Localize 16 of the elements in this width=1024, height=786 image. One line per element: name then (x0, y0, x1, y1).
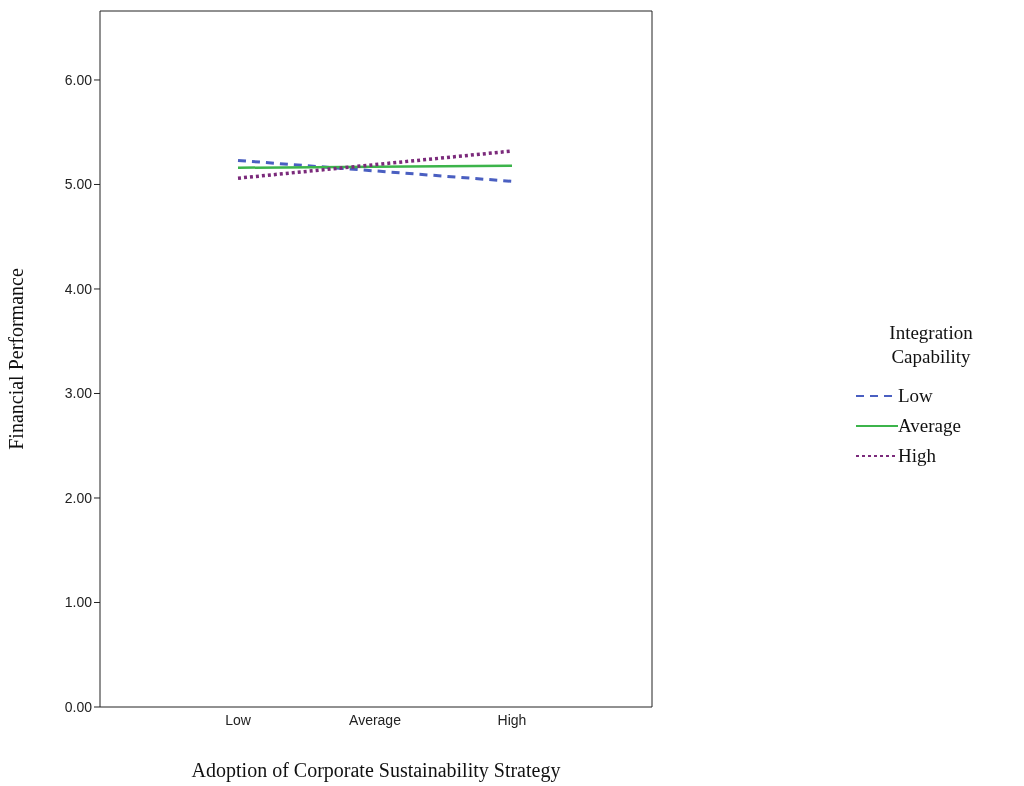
y-tick-label: 2.00 (64, 489, 93, 506)
y-axis-title: Financial Performance (5, 268, 28, 450)
y-tick-label: 1.00 (64, 594, 93, 611)
x-tick-label: Average (349, 711, 402, 728)
y-tick-label: 6.00 (64, 71, 93, 88)
legend-title: Integration Capability (888, 321, 974, 369)
x-tick-label: High (497, 711, 527, 728)
y-tick-label: 3.00 (64, 385, 93, 402)
legend-label: High (898, 445, 936, 467)
legend-label: Average (898, 415, 961, 437)
y-tick-label: 0.00 (64, 698, 93, 715)
y-tick-label: 4.00 (64, 280, 93, 297)
legend-label: Low (898, 385, 933, 407)
x-axis-title: Adoption of Corporate Sustainability Strategy (191, 759, 561, 782)
y-tick-label: 5.00 (64, 176, 93, 193)
x-tick-label: Low (225, 711, 252, 728)
